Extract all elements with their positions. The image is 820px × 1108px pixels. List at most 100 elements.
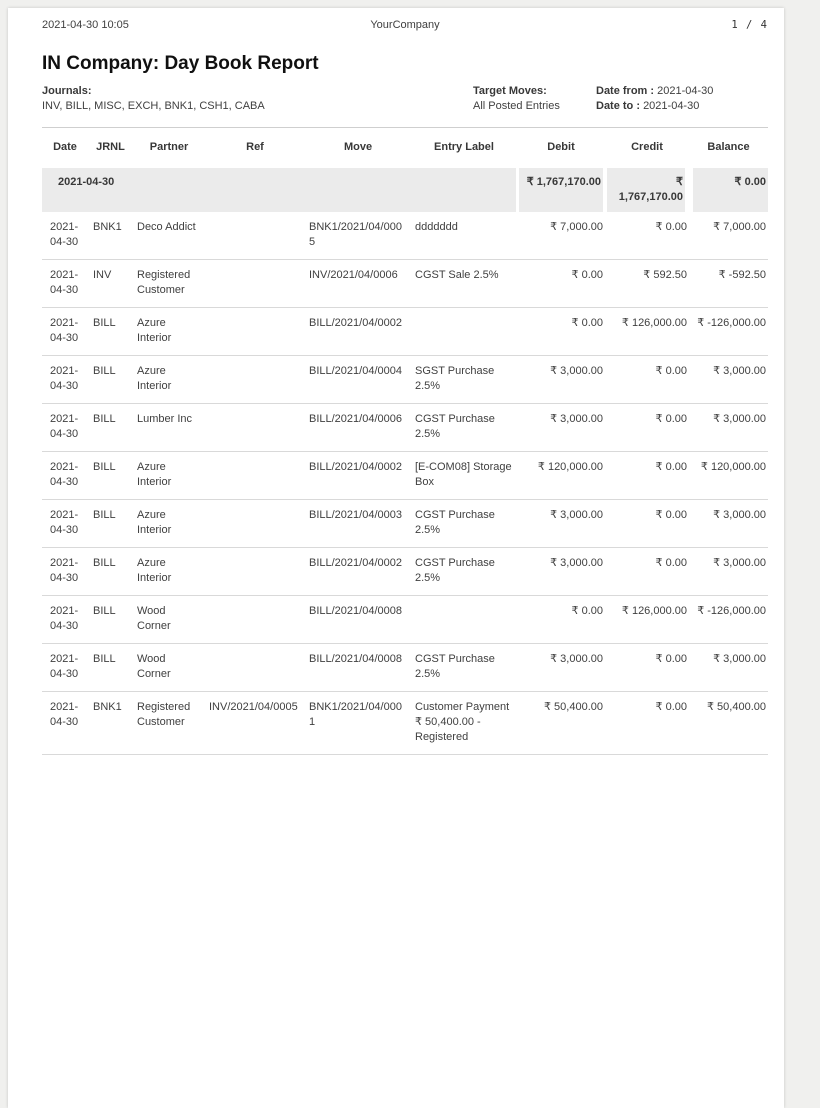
cell-jrnl: BILL (88, 307, 133, 356)
cell-jrnl: BILL (88, 595, 133, 644)
cell-entry-label: SGST Purchase 2.5% (411, 355, 517, 404)
cell-credit: ₹ 0.00 (605, 403, 689, 452)
table-body: 2021-04-30 BNK1 Deco Addict BNK1/2021/04… (42, 212, 768, 755)
summary-debit: ₹ 1,767,170.00 (515, 168, 605, 212)
cell-ref (205, 595, 305, 644)
column-header-balance: Balance (707, 141, 750, 153)
page-header: 2021-04-30 10:05 YourCompany 1 / 4 (42, 19, 768, 32)
column-header-credit: Credit (631, 141, 663, 153)
cell-balance: ₹ -126,000.00 (689, 307, 768, 356)
print-datetime: 2021-04-30 10:05 (42, 19, 129, 31)
table-row: 2021-04-30 BNK1 Deco Addict BNK1/2021/04… (42, 212, 768, 260)
cell-partner: Azure Interior (133, 499, 205, 548)
cell-partner: Azure Interior (133, 307, 205, 356)
cell-debit: ₹ 3,000.00 (517, 499, 605, 548)
table-row: 2021-04-30 BILL Wood Corner BILL/2021/04… (42, 595, 768, 644)
cell-debit: ₹ 0.00 (517, 307, 605, 356)
cell-partner: Registered Customer (133, 259, 205, 308)
table-row: 2021-04-30 BILL Wood Corner BILL/2021/04… (42, 643, 768, 692)
cell-debit: ₹ 3,000.00 (517, 355, 605, 404)
cell-ref (205, 355, 305, 404)
journals-block: Journals: INV, BILL, MISC, EXCH, BNK1, C… (42, 84, 473, 114)
cell-date: 2021-04-30 (42, 355, 88, 404)
cell-entry-label: CGST Sale 2.5% (411, 259, 517, 308)
cell-balance: ₹ 7,000.00 (689, 212, 768, 260)
cell-date: 2021-04-30 (42, 307, 88, 356)
cell-debit: ₹ 3,000.00 (517, 403, 605, 452)
table-header-row: Date JRNL Partner Ref Move Entry Label D… (42, 128, 768, 168)
cell-ref (205, 643, 305, 692)
summary-row: 2021-04-30 ₹ 1,767,170.00 ₹ 1,767,170.00… (42, 168, 768, 212)
column-header-move: Move (343, 141, 373, 153)
cell-date: 2021-04-30 (42, 595, 88, 644)
summary-balance: ₹ 0.00 (685, 168, 768, 212)
cell-partner: Deco Addict (133, 212, 205, 260)
cell-partner: Azure Interior (133, 451, 205, 500)
cell-move: BILL/2021/04/0008 (305, 595, 411, 644)
column-header-debit: Debit (547, 141, 575, 153)
date-to-value: 2021-04-30 (643, 100, 700, 112)
cell-entry-label: ddddddd (411, 212, 517, 260)
cell-credit: ₹ 0.00 (605, 499, 689, 548)
cell-date: 2021-04-30 (42, 643, 88, 692)
table-row: 2021-04-30 BILL Azure Interior BILL/2021… (42, 355, 768, 404)
cell-entry-label: Customer Payment ₹ 50,400.00 - Registere… (411, 691, 517, 755)
cell-jrnl: BNK1 (88, 691, 133, 755)
cell-jrnl: BILL (88, 643, 133, 692)
cell-entry-label (411, 595, 517, 644)
cell-jrnl: BNK1 (88, 212, 133, 260)
cell-credit: ₹ 126,000.00 (605, 595, 689, 644)
cell-date: 2021-04-30 (42, 259, 88, 308)
summary-credit: ₹ 1,767,170.00 (603, 168, 689, 212)
date-from-line: Date from : 2021-04-30 (596, 84, 768, 99)
cell-balance: ₹ 3,000.00 (689, 643, 768, 692)
cell-jrnl: BILL (88, 355, 133, 404)
cell-partner: Wood Corner (133, 643, 205, 692)
report-page: 2021-04-30 10:05 YourCompany 1 / 4 IN Co… (8, 8, 784, 1108)
cell-date: 2021-04-30 (42, 212, 88, 260)
cell-balance: ₹ 3,000.00 (689, 499, 768, 548)
cell-credit: ₹ 0.00 (605, 451, 689, 500)
cell-partner: Azure Interior (133, 355, 205, 404)
cell-jrnl: BILL (88, 547, 133, 596)
date-to-label: Date to : (596, 100, 640, 112)
cell-credit: ₹ 0.00 (605, 643, 689, 692)
cell-credit: ₹ 0.00 (605, 547, 689, 596)
table-row: 2021-04-30 BILL Azure Interior BILL/2021… (42, 451, 768, 500)
cell-ref (205, 403, 305, 452)
cell-move: BILL/2021/04/0008 (305, 643, 411, 692)
cell-move: BNK1/2021/04/0005 (305, 212, 411, 260)
cell-move: BILL/2021/04/0002 (305, 547, 411, 596)
cell-credit: ₹ 0.00 (605, 691, 689, 755)
cell-move: BILL/2021/04/0006 (305, 403, 411, 452)
table-row: 2021-04-30 BILL Lumber Inc BILL/2021/04/… (42, 403, 768, 452)
column-header-ref: Ref (246, 141, 264, 153)
cell-move: BILL/2021/04/0002 (305, 451, 411, 500)
target-moves-value: All Posted Entries (473, 100, 560, 112)
journals-label: Journals: (42, 85, 92, 97)
cell-balance: ₹ 3,000.00 (689, 403, 768, 452)
cell-debit: ₹ 7,000.00 (517, 212, 605, 260)
cell-date: 2021-04-30 (42, 403, 88, 452)
cell-balance: ₹ 3,000.00 (689, 355, 768, 404)
header-divider (42, 127, 768, 128)
cell-entry-label: CGST Purchase 2.5% (411, 499, 517, 548)
cell-jrnl: BILL (88, 499, 133, 548)
cell-entry-label: CGST Purchase 2.5% (411, 643, 517, 692)
daybook-table: Date JRNL Partner Ref Move Entry Label D… (42, 128, 768, 755)
cell-move: BILL/2021/04/0002 (305, 307, 411, 356)
cell-debit: ₹ 50,400.00 (517, 691, 605, 755)
cell-date: 2021-04-30 (42, 499, 88, 548)
cell-credit: ₹ 0.00 (605, 355, 689, 404)
cell-debit: ₹ 120,000.00 (517, 451, 605, 500)
cell-move: INV/2021/04/0006 (305, 259, 411, 308)
journals-value: INV, BILL, MISC, EXCH, BNK1, CSH1, CABA (42, 100, 265, 112)
page-number: 1 / 4 (731, 19, 768, 31)
table-row: 2021-04-30 BILL Azure Interior BILL/2021… (42, 547, 768, 596)
column-header-entry-label: Entry Label (434, 141, 494, 153)
target-moves-block: Target Moves: All Posted Entries (473, 84, 596, 114)
cell-date: 2021-04-30 (42, 691, 88, 755)
cell-entry-label: CGST Purchase 2.5% (411, 403, 517, 452)
cell-move: BILL/2021/04/0004 (305, 355, 411, 404)
cell-debit: ₹ 3,000.00 (517, 547, 605, 596)
